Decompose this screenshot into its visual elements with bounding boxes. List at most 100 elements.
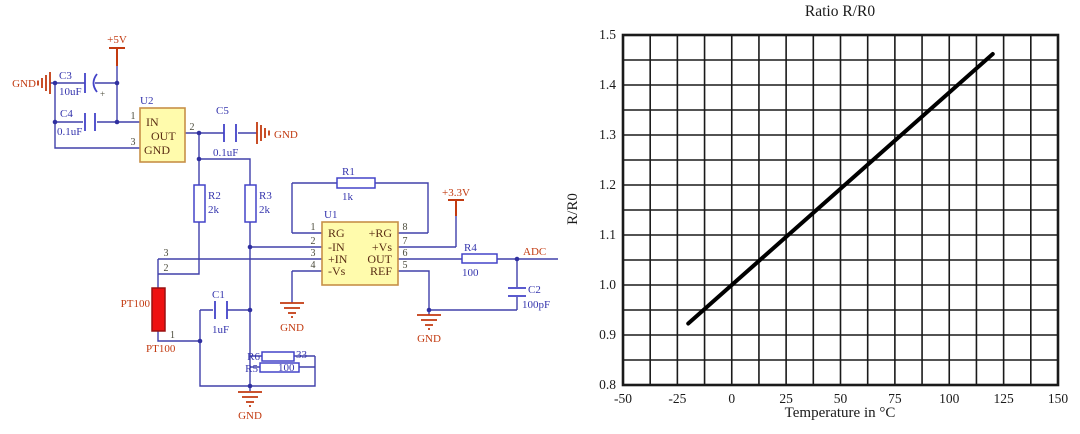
u1-pin-number-7: 7 — [403, 236, 408, 247]
pt100-sensor-body — [151, 287, 166, 332]
y-tick-label: 1.3 — [599, 127, 616, 142]
u1-pin-number-1: 1 — [311, 222, 316, 233]
pt100-label-bottom: PT100 — [146, 343, 176, 355]
u1-pin-number-3: 3 — [311, 248, 316, 259]
gnd-label-left: GND — [12, 78, 36, 90]
c5-value: 0.1uF — [213, 147, 238, 159]
resistor-r3 — [244, 184, 257, 223]
resistor-r2 — [193, 184, 206, 223]
u1-pin-ref: REF — [370, 264, 392, 278]
r3-value: 2k — [259, 204, 271, 216]
net-label-3: 3 — [164, 248, 169, 259]
u1-pin-rg: RG — [328, 226, 345, 240]
resistor-r6 — [261, 351, 295, 362]
chart-gridlines — [622, 34, 1059, 386]
u1-pin-number-5: 5 — [403, 260, 408, 271]
gnd-symbol-vs — [280, 302, 304, 318]
u1-pin-number-4: 4 — [311, 260, 316, 271]
r1-ref: R1 — [342, 166, 355, 178]
x-tick-label: 25 — [779, 391, 793, 406]
c2-ref: C2 — [528, 284, 541, 296]
power-rails — [109, 47, 464, 216]
axis-tick-labels: -50 -25 0 25 50 75 100 125 150 0.8 0.9 1.0 1.1 1.2 1.3… — [599, 27, 1068, 406]
net-label-2: 2 — [164, 263, 169, 274]
gnd-label-bottom: GND — [238, 410, 262, 422]
regulator-u2-body — [139, 107, 186, 163]
gnd-label-c5: GND — [274, 129, 298, 141]
x-axis-label: Temperature in °C — [785, 405, 896, 421]
capacitor-c1 — [214, 301, 228, 319]
c4-ref: C4 — [60, 108, 73, 120]
schematic-panel: GND +5V C3 10uF + C4 0.1uF U2 IN OUT GND… — [12, 34, 558, 422]
r1-value: 1k — [342, 191, 354, 203]
y-tick-label: 1.4 — [599, 77, 616, 92]
u1-pin-number-6: 6 — [403, 248, 408, 259]
r5-value: 100 — [278, 362, 295, 374]
junction-dots — [52, 80, 520, 389]
data-series — [686, 52, 995, 326]
x-tick-label: 150 — [1048, 391, 1069, 406]
r5-ref: R5 — [245, 363, 258, 375]
u2-pin-number-2: 2 — [190, 122, 195, 133]
c2-value: 100pF — [522, 299, 550, 311]
x-tick-label: -50 — [614, 391, 632, 406]
c3-ref: C3 — [59, 70, 72, 82]
inamp-u1-body — [321, 221, 399, 286]
r4-ref: R4 — [464, 242, 477, 254]
resistor-r5 — [259, 362, 300, 373]
u1-pin-out: OUT — [367, 252, 392, 266]
y-tick-label: 1.5 — [599, 27, 616, 42]
pt100-pin-number: 1 — [170, 330, 175, 341]
r4-value: 100 — [462, 267, 479, 279]
rail-5v-label: +5V — [107, 34, 127, 46]
r2-value: 2k — [208, 204, 220, 216]
gnd-symbol-left — [37, 72, 51, 94]
u2-pin-out: OUT — [151, 129, 176, 143]
adc-net-label: ADC — [523, 246, 546, 258]
x-tick-label: 100 — [939, 391, 960, 406]
u1-pin-plus-vs: +Vs — [372, 240, 392, 254]
u2-ref: U2 — [140, 95, 153, 107]
c1-ref: C1 — [212, 289, 225, 301]
u1-pin-plus-in: +IN — [328, 252, 348, 266]
r2-ref: R2 — [208, 190, 221, 202]
capacitor-c3 — [84, 73, 98, 93]
ratio-line — [686, 52, 995, 326]
x-tick-label: 125 — [994, 391, 1015, 406]
y-tick-label: 1.0 — [599, 277, 616, 292]
gnd-symbol-ref — [417, 314, 441, 330]
gnd-symbol-c5 — [256, 122, 270, 144]
x-tick-label: 50 — [834, 391, 848, 406]
u2-pin-number-3: 3 — [131, 137, 136, 148]
chart-panel: Ratio R/R0 R/R0 Temperature in °C -50 -25… — [560, 0, 1080, 434]
u1-ref: U1 — [324, 209, 337, 221]
u1-pin-minus-vs: -Vs — [328, 264, 346, 278]
y-axis-label: R/R0 — [565, 193, 581, 225]
capacitor-c5 — [223, 124, 237, 142]
capacitor-c2 — [508, 287, 526, 297]
c3-polarity-mark: + — [100, 89, 105, 99]
x-tick-label: 75 — [888, 391, 902, 406]
r6-value: 33 — [296, 349, 308, 361]
c4-value: 0.1uF — [57, 126, 82, 138]
gnd-symbol-bottom — [238, 391, 262, 407]
u2-pin-in: IN — [146, 115, 159, 129]
rail-3v3-label: +3.3V — [442, 187, 470, 199]
y-tick-label: 0.8 — [599, 377, 616, 392]
y-tick-label: 1.2 — [599, 177, 616, 192]
r6-ref: R6 — [247, 351, 260, 363]
pt100-circuit-schematic: GND +5V C3 10uF + C4 0.1uF U2 IN OUT GND… — [12, 34, 558, 422]
capacitor-c4 — [84, 113, 96, 131]
x-tick-label: 0 — [728, 391, 735, 406]
chart-title: Ratio R/R0 — [805, 3, 875, 20]
u1-pin-number-2: 2 — [311, 236, 316, 247]
y-tick-label: 0.9 — [599, 327, 616, 342]
u1-pin-number-8: 8 — [403, 222, 408, 233]
resistor-r4 — [461, 253, 498, 264]
c5-ref: C5 — [216, 105, 229, 117]
u1-pin-plus-rg: +RG — [369, 226, 393, 240]
c1-value: 1uF — [212, 324, 229, 336]
u2-pin-gnd: GND — [144, 143, 170, 157]
pt100-label-left: PT100 — [121, 298, 151, 310]
u1-pin-minus-in: -IN — [328, 240, 345, 254]
